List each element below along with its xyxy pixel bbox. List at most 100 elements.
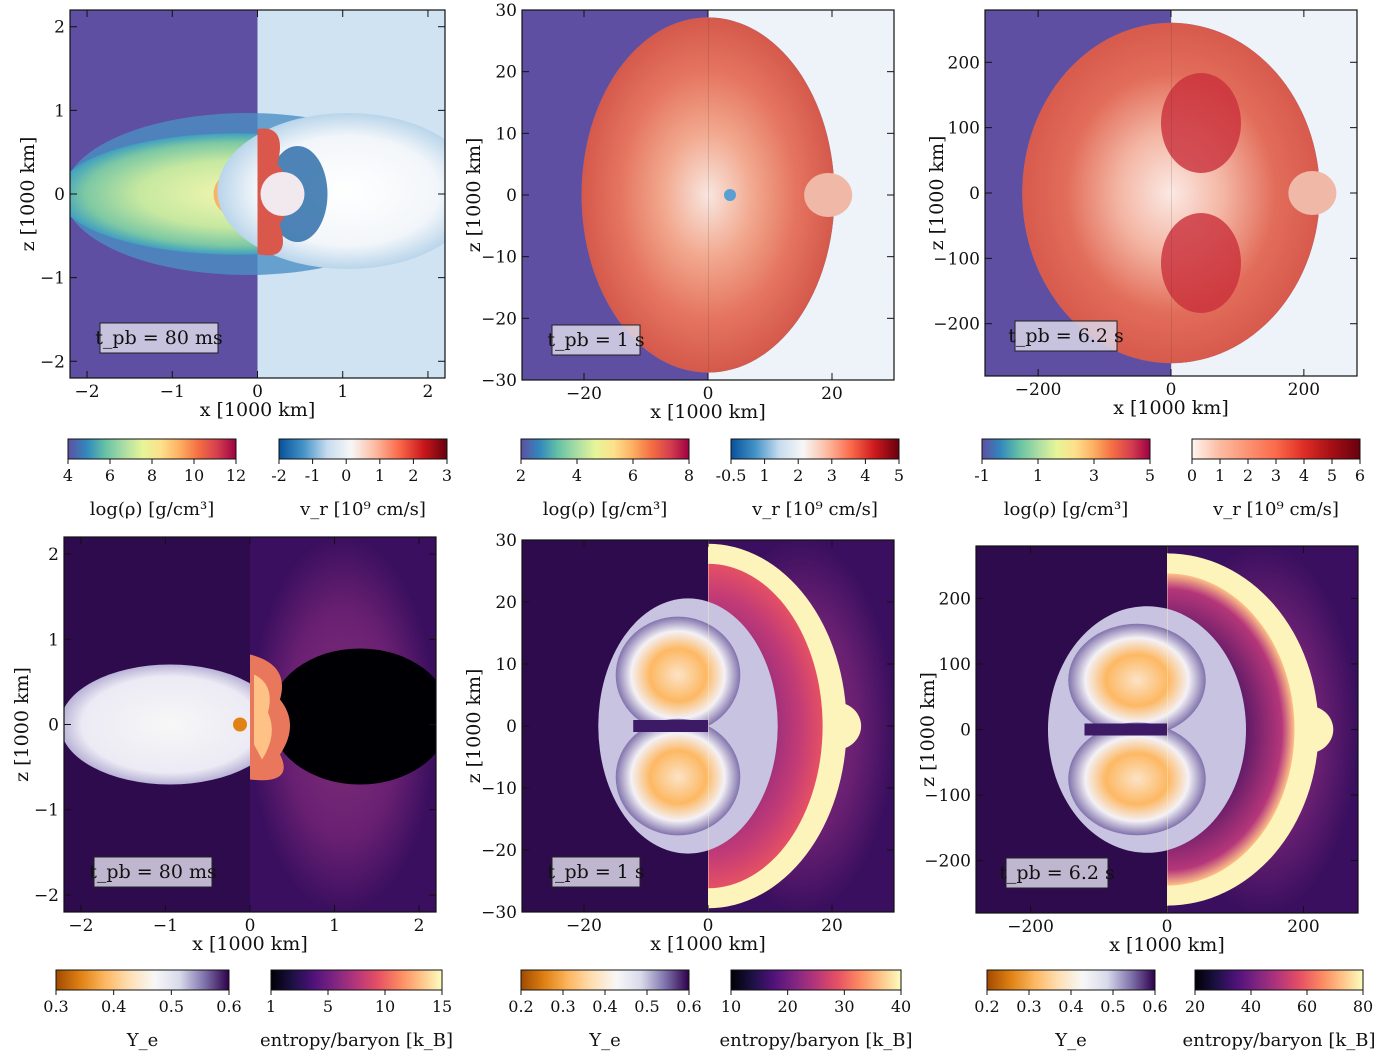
colorbar-tick-label: 0.5 — [634, 997, 659, 1016]
colorbar-tick-label: 6 — [628, 466, 638, 485]
x-tick-label: 1 — [337, 382, 348, 402]
y-tick-label: −1 — [40, 269, 65, 289]
time-annotation-box — [551, 856, 641, 888]
y-tick-label: 2 — [48, 545, 59, 565]
y-tick-label: 0 — [969, 184, 980, 204]
colorbar-right — [278, 438, 448, 460]
x-axis-label: x [1000 km] — [192, 933, 308, 955]
colorbar-tick-label: 0 — [341, 466, 351, 485]
x-tick-label: 0 — [1166, 380, 1177, 400]
midplane-divider — [1171, 10, 1172, 376]
velocity-jet — [804, 173, 853, 217]
field-map — [976, 546, 1358, 913]
y-tick-label: −20 — [481, 309, 517, 329]
entropy-plume-core — [254, 674, 272, 760]
y-tick-label: −200 — [924, 852, 971, 872]
y-tick-label: 1 — [54, 101, 65, 121]
colorbar-tick-label: -1 — [974, 466, 990, 485]
y-tick-label: 200 — [939, 589, 971, 609]
ye-lobe — [64, 664, 280, 785]
colorbar-tick-label: 1 — [375, 466, 385, 485]
velocity-bubble-top — [1161, 73, 1241, 173]
colorbar-label: v_r [10⁹ cm/s] — [1212, 499, 1339, 520]
velocity-inflow — [724, 189, 736, 201]
midplane-divider — [1167, 546, 1168, 913]
colorbar-tick-label: 0.4 — [1058, 997, 1083, 1016]
x-tick-label: 0 — [703, 916, 714, 936]
ye-equatorial-band — [633, 720, 708, 732]
time-annotation-box — [551, 324, 641, 356]
colorbar-tick-label: 5 — [894, 466, 904, 485]
y-tick-label: −2 — [40, 352, 65, 372]
y-tick-label: −10 — [481, 779, 517, 799]
colorbar-tick-label: 2 — [408, 466, 418, 485]
panel-top-middle: −20 0 20 −30 −20 −10 0 10 20 30 2 4 6 8 -0.5 1 2 3 4 5 — [481, 1, 904, 485]
colorbar-label: Y_e — [588, 1030, 621, 1051]
colorbar-tick-label: 4 — [1299, 466, 1309, 485]
velocity-lobe — [217, 113, 445, 269]
y-tick-label: −100 — [933, 249, 980, 269]
y-tick-label: 100 — [939, 655, 971, 675]
time-annotation: t_pb = 80 ms — [89, 861, 216, 883]
y-tick-label: 0 — [960, 721, 971, 741]
x-tick-label: 0 — [252, 382, 263, 402]
colorbar-tick-label: 6 — [105, 466, 115, 485]
x-tick-label: −2 — [75, 382, 100, 402]
colorbar-tick-label: 10 — [375, 997, 395, 1016]
colorbar-tick-label: -1 — [305, 466, 321, 485]
colorbar-tick-label: 40 — [891, 997, 911, 1016]
time-annotation-box — [1014, 320, 1118, 352]
colorbar-tick-label: 0.2 — [974, 997, 999, 1016]
entropy-jet — [1281, 705, 1334, 754]
colorbar-tick-label: 2 — [516, 466, 526, 485]
y-tick-label: 0 — [54, 185, 65, 205]
velocity-shell — [581, 17, 835, 373]
time-annotation-box — [99, 322, 219, 354]
y-axis-label: z [1000 km] — [463, 669, 485, 784]
colorbar-tick-label: 20 — [1185, 997, 1205, 1016]
colorbar-tick-label: 5 — [1327, 466, 1337, 485]
ye-upper-wing — [615, 616, 741, 734]
velocity-bubble-bottom — [1161, 213, 1241, 313]
x-tick-label: 1 — [329, 916, 340, 936]
x-tick-label: 0 — [245, 916, 256, 936]
colorbar-tick-label: 1 — [1033, 466, 1043, 485]
colorbar-tick-label: 1 — [266, 997, 276, 1016]
colorbar-right — [730, 969, 902, 991]
colorbar-tick-label: 8 — [147, 466, 157, 485]
x-tick-label: 200 — [1287, 917, 1319, 937]
colorbar-tick-label: 1 — [760, 466, 770, 485]
panel-bottom-middle: −20 0 20 −30 −20 −10 0 10 20 30 0.2 0.3 0.4 0.5 0.6 10 2… — [481, 531, 911, 1016]
colorbar-tick-label: 0.6 — [676, 997, 701, 1016]
panel-bottom-right: −200 0 200 −200 −100 0 100 200 0.2 0.3 0.4 0.5 0.6 20… — [924, 545, 1373, 1016]
time-annotation: t_pb = 1 s — [547, 329, 644, 351]
x-tick-label: 2 — [414, 916, 425, 936]
colorbar-right — [270, 969, 443, 991]
colorbar-tick-label: 0.2 — [508, 997, 533, 1016]
field-map — [70, 10, 445, 378]
x-tick-label: −2 — [68, 916, 93, 936]
x-tick-label: 200 — [1288, 380, 1320, 400]
y-tick-label: 2 — [54, 18, 65, 38]
time-annotation: t_pb = 1 s — [547, 861, 644, 883]
colorbar-tick-label: 0.4 — [592, 997, 617, 1016]
colorbar-tick-label: 0.4 — [101, 997, 126, 1016]
x-tick-label: −20 — [566, 384, 602, 404]
velocity-jet — [1288, 171, 1337, 215]
y-tick-label: 100 — [948, 119, 980, 139]
colorbar-tick-label: 12 — [226, 466, 246, 485]
colorbar-label: log(ρ) [g/cm³] — [1004, 499, 1128, 520]
x-tick-label: 20 — [821, 916, 843, 936]
colorbar-tick-label: 4 — [63, 466, 73, 485]
ye-lower-wing — [615, 718, 741, 836]
field-map — [522, 10, 894, 380]
y-axis-label: z [1000 km] — [463, 138, 485, 253]
colorbar-label: log(ρ) [g/cm³] — [543, 499, 667, 520]
colorbar-left — [981, 438, 1151, 460]
x-tick-label: 2 — [423, 382, 434, 402]
y-tick-label: 0 — [506, 717, 517, 737]
colorbar-right — [1194, 969, 1364, 991]
y-tick-label: −2 — [34, 886, 59, 906]
